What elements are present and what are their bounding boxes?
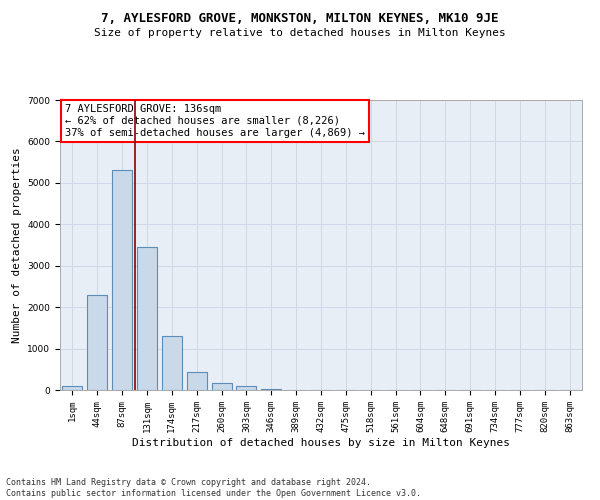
Bar	[62, 386, 82, 390]
Bar	[187, 372, 206, 390]
Text: 7 AYLESFORD GROVE: 136sqm
← 62% of detached houses are smaller (8,226)
37% of se: 7 AYLESFORD GROVE: 136sqm ← 62% of detac…	[65, 104, 365, 138]
X-axis label: Distribution of detached houses by size in Milton Keynes: Distribution of detached houses by size …	[132, 438, 510, 448]
Bar	[212, 383, 232, 390]
Text: Size of property relative to detached houses in Milton Keynes: Size of property relative to detached ho…	[94, 28, 506, 38]
Text: 7, AYLESFORD GROVE, MONKSTON, MILTON KEYNES, MK10 9JE: 7, AYLESFORD GROVE, MONKSTON, MILTON KEY…	[101, 12, 499, 26]
Bar	[236, 386, 256, 390]
Bar	[112, 170, 132, 390]
Bar	[162, 336, 182, 390]
Bar	[137, 247, 157, 390]
Y-axis label: Number of detached properties: Number of detached properties	[12, 147, 22, 343]
Bar	[262, 389, 281, 390]
Bar	[88, 294, 107, 390]
Text: Contains HM Land Registry data © Crown copyright and database right 2024.
Contai: Contains HM Land Registry data © Crown c…	[6, 478, 421, 498]
